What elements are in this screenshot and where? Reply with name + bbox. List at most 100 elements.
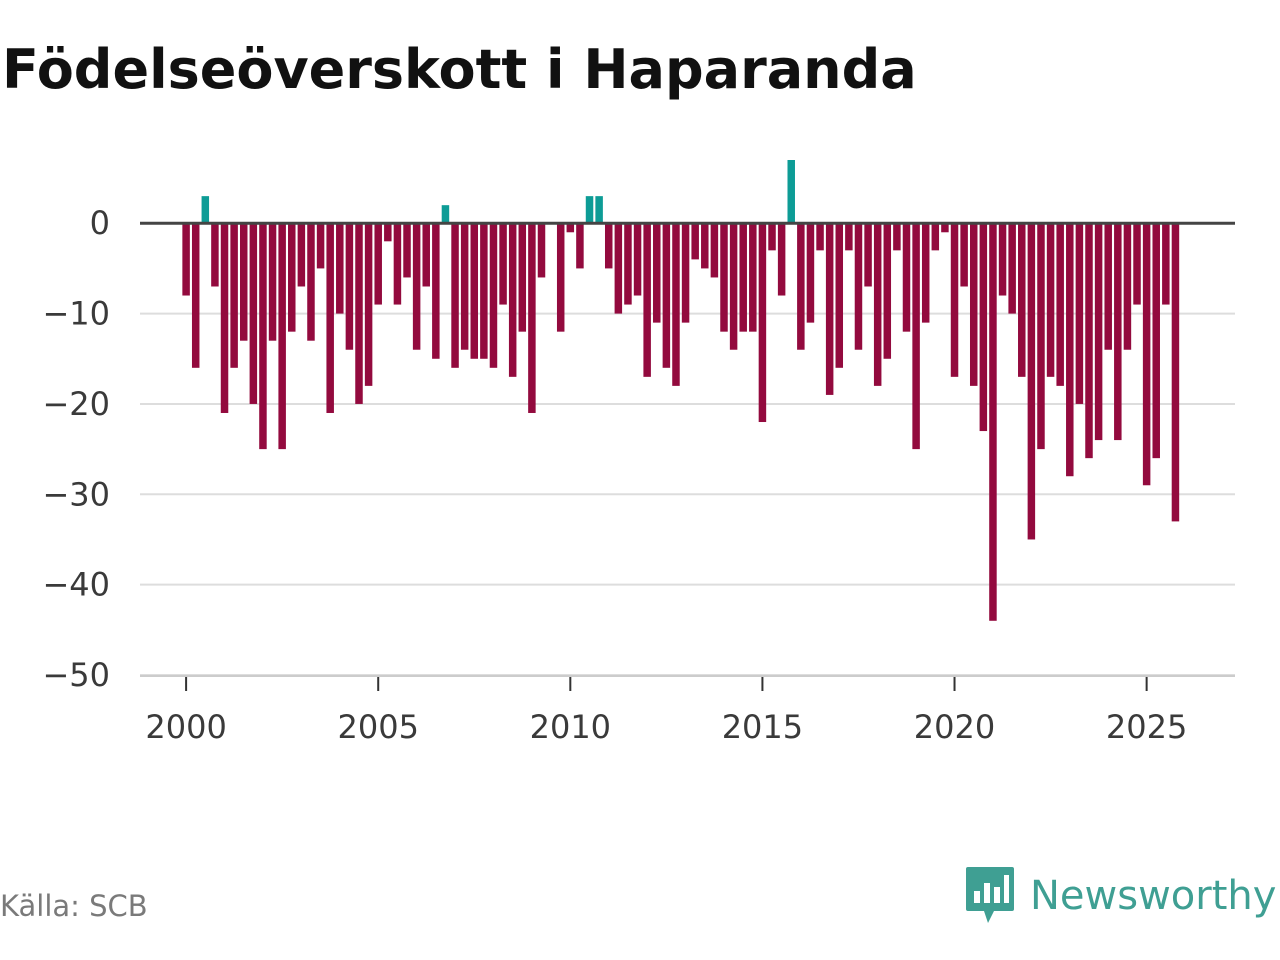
axes: 0 −10 −20 −30 −40 −50 2000 2005 2010 2015 2020 2025 (42, 204, 1235, 746)
bar (326, 223, 334, 413)
bar (297, 223, 306, 287)
source-label: Källa: SCB (0, 889, 148, 923)
bar (355, 223, 363, 404)
bar (672, 223, 680, 386)
bar (384, 223, 392, 242)
y-tick-label: −50 (42, 656, 110, 694)
bar (239, 223, 248, 341)
bar (1162, 223, 1170, 305)
bar (480, 223, 488, 359)
bar (806, 223, 815, 323)
bar (604, 223, 613, 269)
bar (556, 223, 565, 332)
bar (1027, 223, 1036, 540)
bar (931, 223, 940, 251)
y-tick-label: 0 (90, 204, 110, 242)
bar (1094, 223, 1103, 441)
bar (950, 223, 959, 377)
bar (211, 223, 219, 287)
x-tick-label: 2025 (1106, 708, 1187, 746)
x-tick-label: 2000 (145, 708, 226, 746)
brand-logo[interactable]: Newsworthy (964, 864, 1276, 928)
bar (845, 223, 853, 251)
bar (873, 223, 882, 386)
bar (316, 223, 325, 269)
bar (1133, 223, 1141, 305)
bar (998, 223, 1007, 296)
bar (902, 223, 911, 332)
bar (288, 223, 296, 332)
bar (1085, 223, 1093, 459)
y-tick-label: −40 (42, 566, 110, 604)
bar (749, 223, 757, 332)
chart-title: Födelseöverskott i Haparanda (2, 38, 917, 101)
bars (182, 160, 1180, 621)
bar (422, 223, 430, 287)
bar (883, 223, 892, 359)
bar (345, 223, 354, 350)
bar (1008, 223, 1016, 314)
bar (835, 223, 844, 368)
bar (403, 223, 411, 278)
bar (220, 223, 229, 413)
bar (921, 223, 930, 323)
x-tick-label: 2010 (530, 708, 611, 746)
bar (432, 223, 440, 359)
bar (249, 223, 258, 404)
y-tick-label: −10 (42, 295, 110, 333)
x-tick-label: 2015 (722, 708, 803, 746)
bar (1171, 223, 1180, 522)
bar (662, 223, 671, 368)
bar (1104, 223, 1112, 350)
bar (912, 223, 920, 450)
bar (1075, 223, 1084, 404)
bar (758, 223, 767, 423)
bar (1018, 223, 1026, 377)
bar (720, 223, 728, 332)
x-tick-label: 2020 (914, 708, 995, 746)
bar (364, 223, 373, 386)
bar (259, 223, 267, 450)
y-tick-label: −20 (42, 385, 110, 423)
bar (864, 223, 872, 287)
bar (989, 223, 997, 621)
bar (739, 223, 747, 332)
bar (191, 223, 200, 368)
bar (1142, 223, 1151, 486)
bar (470, 223, 479, 359)
bar (979, 223, 988, 432)
bar (1066, 223, 1074, 477)
bar (508, 223, 517, 377)
bar (585, 196, 594, 224)
bar (1056, 223, 1064, 386)
bar (681, 223, 690, 323)
bar (201, 196, 210, 224)
bar (854, 223, 863, 350)
bar (499, 223, 507, 305)
bar (307, 223, 315, 341)
bar (518, 223, 527, 332)
bar (624, 223, 632, 305)
bar (643, 223, 651, 377)
bar (230, 223, 238, 368)
bar (576, 223, 584, 269)
bar (614, 223, 623, 314)
bar (653, 223, 661, 323)
bar (825, 223, 834, 395)
bar (595, 196, 603, 224)
bar (374, 223, 382, 305)
bar (1114, 223, 1122, 441)
bar-chart: 0 −10 −20 −30 −40 −50 2000 2005 2010 2015 2020 2025 (42, 160, 1235, 746)
bar (412, 223, 421, 350)
bar (1123, 223, 1132, 350)
bar (633, 223, 642, 296)
newsworthy-logo-icon (966, 867, 1014, 923)
bar (960, 223, 968, 287)
x-tick-label: 2005 (337, 708, 418, 746)
bar (460, 223, 469, 350)
bar (768, 223, 776, 251)
brand-name: Newsworthy (1030, 873, 1277, 919)
bar (1152, 223, 1160, 459)
bar (441, 205, 450, 224)
bar (710, 223, 719, 278)
